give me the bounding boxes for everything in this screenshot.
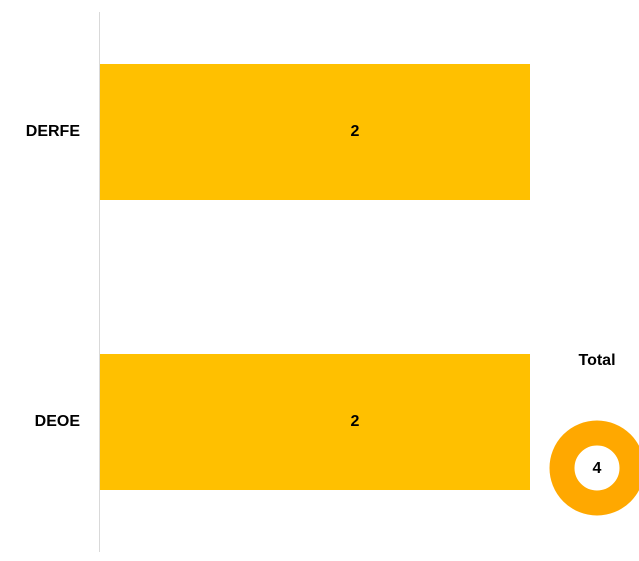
total-value: 4 [593, 460, 602, 477]
total-label: Total [578, 352, 615, 369]
category-label: DEOE [35, 413, 81, 430]
category-label: DERFE [26, 123, 81, 140]
bar [100, 64, 530, 200]
value-label: 2 [351, 413, 360, 430]
value-label: 2 [351, 123, 360, 140]
bar [100, 354, 530, 490]
total-ring [549, 420, 639, 516]
